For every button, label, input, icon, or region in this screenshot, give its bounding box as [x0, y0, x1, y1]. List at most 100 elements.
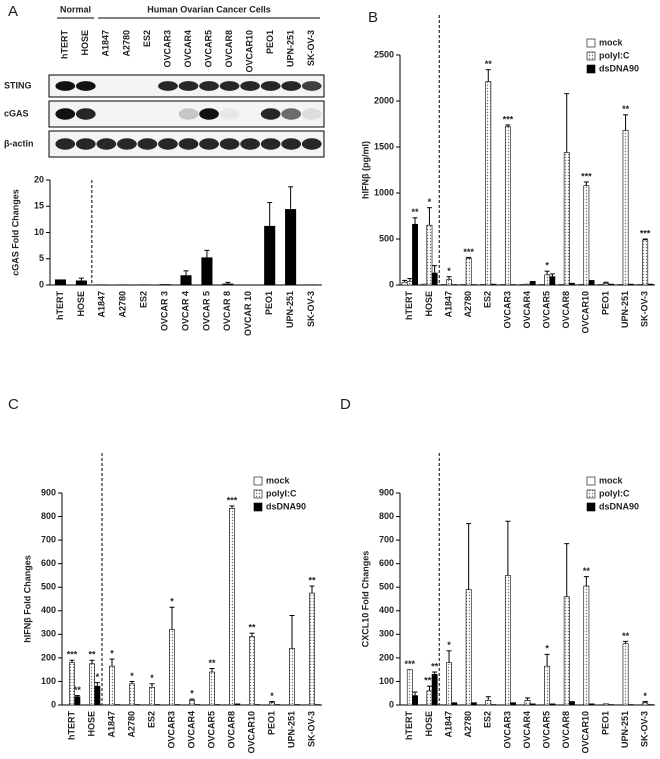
x-tick-label: OVCAR5: [206, 711, 216, 749]
y-tick-label: 0: [389, 279, 394, 289]
legend-swatch: [254, 477, 262, 485]
band: [117, 138, 137, 149]
bar: [160, 284, 170, 285]
y-tick-label: 600: [379, 558, 394, 568]
legend-swatch: [587, 477, 595, 485]
legend-swatch: [587, 65, 595, 73]
significance: **: [622, 104, 630, 114]
band: [96, 138, 116, 149]
x-tick-label: OVCAR10: [581, 711, 591, 754]
x-tick-label: OVCAR3: [166, 711, 176, 749]
x-tick-label: A2780: [463, 291, 473, 318]
significance: **: [622, 631, 630, 641]
y-tick-label: 900: [379, 487, 394, 497]
significance: **: [208, 658, 216, 668]
x-tick-label: OVCAR 8: [222, 291, 232, 331]
x-tick-label: OVCAR4: [522, 291, 532, 329]
y-axis-label: CXCL10 Fold Changes: [360, 551, 370, 648]
bar: [109, 666, 114, 705]
bar: [427, 691, 432, 705]
bar: [407, 281, 412, 285]
bar: [407, 670, 412, 705]
legend-swatch: [254, 490, 262, 498]
x-tick-label: ES2: [146, 711, 156, 728]
y-tick-label: 800: [41, 511, 56, 521]
x-tick-label: UPN-251: [620, 291, 630, 328]
bar: [446, 279, 451, 285]
x-tick-label: OVCAR8: [561, 291, 571, 329]
y-tick-label: 400: [379, 605, 394, 615]
bar: [486, 82, 491, 285]
x-tick-label: SK-OV-3: [306, 291, 316, 327]
panel-letter: D: [340, 396, 351, 413]
bar: [643, 703, 648, 705]
bar: [550, 277, 555, 285]
band: [179, 81, 199, 91]
significance: *: [130, 671, 134, 681]
row-label: β-actin: [4, 138, 34, 148]
significance: **: [431, 661, 439, 671]
panel-letter: A: [8, 3, 18, 20]
significance: **: [74, 685, 82, 695]
lane-label: hTERT: [60, 30, 70, 59]
bar: [603, 704, 608, 705]
y-tick-label: 200: [379, 652, 394, 662]
significance: *: [545, 644, 549, 654]
bar: [466, 590, 471, 705]
bar: [584, 586, 589, 705]
group-label: Human Ovarian Cancer Cells: [147, 4, 271, 14]
band: [220, 108, 240, 119]
bar: [269, 703, 274, 705]
band: [302, 138, 322, 149]
bar: [530, 281, 535, 285]
bar: [491, 284, 496, 285]
lane-label: OVCAR8: [224, 30, 234, 68]
significance: **: [412, 207, 420, 217]
bar: [169, 630, 174, 705]
x-tick-label: OVCAR 5: [201, 291, 211, 331]
band: [281, 138, 301, 149]
y-tick-label: 800: [379, 511, 394, 521]
x-tick-label: OVCAR3: [502, 291, 512, 329]
bar: [264, 226, 274, 285]
bar: [564, 153, 569, 285]
bar: [511, 703, 516, 705]
significance: **: [248, 623, 256, 633]
x-tick-label: OVCAR 10: [243, 291, 253, 336]
legend-label: mock: [266, 475, 291, 485]
bar: [545, 275, 550, 285]
bar: [223, 284, 233, 285]
x-tick-label: A1847: [443, 291, 453, 318]
x-tick-label: UPN-251: [620, 711, 630, 748]
bar: [249, 637, 254, 705]
y-tick-label: 100: [379, 676, 394, 686]
band: [261, 81, 281, 91]
bar: [69, 663, 74, 705]
bar: [545, 666, 550, 705]
band: [261, 138, 281, 149]
lane-label: ES2: [142, 30, 152, 47]
x-tick-label: UPN-251: [286, 711, 296, 748]
x-tick-label: OVCAR8: [561, 711, 571, 749]
bar: [402, 282, 407, 285]
significance: **: [583, 566, 591, 576]
bar: [289, 648, 294, 705]
bar: [55, 280, 65, 285]
significance: *: [150, 673, 154, 683]
bar: [589, 280, 594, 285]
bar: [427, 225, 432, 285]
band: [76, 108, 96, 119]
significance: ***: [463, 247, 474, 257]
band: [199, 81, 219, 91]
bar: [628, 284, 633, 285]
x-tick-label: ES2: [483, 711, 493, 728]
row-label: STING: [4, 80, 32, 90]
y-tick-label: 5: [39, 253, 44, 263]
y-tick-label: 900: [41, 487, 56, 497]
bar: [432, 273, 437, 285]
y-tick-label: 100: [41, 676, 56, 686]
x-tick-label: OVCAR4: [186, 711, 196, 749]
bar: [309, 593, 314, 705]
bar: [202, 258, 212, 285]
